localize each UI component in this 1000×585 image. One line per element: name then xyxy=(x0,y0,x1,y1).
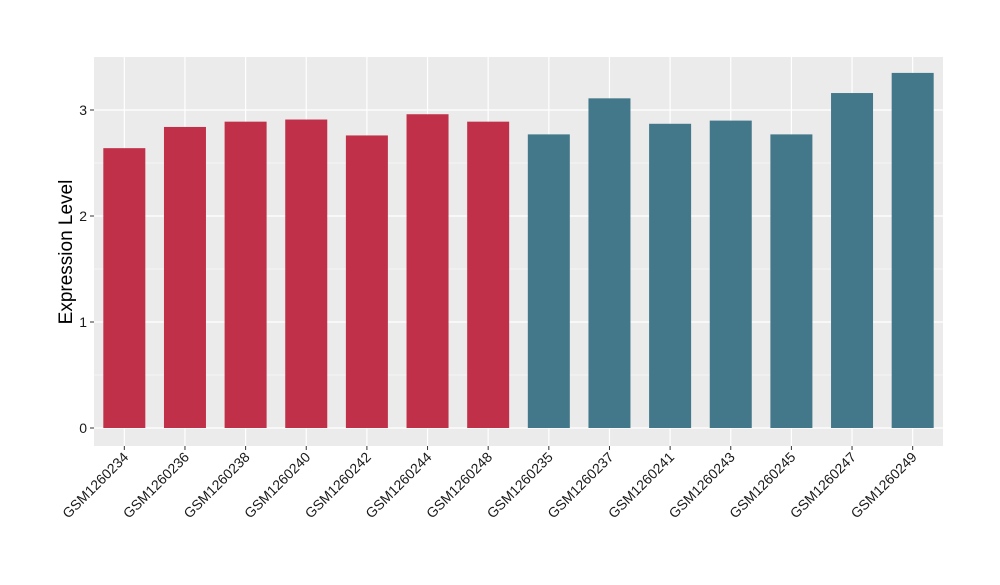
bar-gsm1260238 xyxy=(224,121,267,428)
bar-gsm1260234 xyxy=(103,148,146,428)
y-axis: 0 1 2 3 xyxy=(79,102,94,436)
bar-gsm1260249 xyxy=(891,72,934,429)
bar-gsm1260242 xyxy=(345,135,388,428)
bar-gsm1260236 xyxy=(163,126,206,429)
bar-gsm1260245 xyxy=(770,134,813,428)
y-axis-label: Expression Level xyxy=(56,180,77,325)
bars xyxy=(103,72,934,429)
bar-gsm1260237 xyxy=(588,98,631,428)
x-axis: GSM1260234GSM1260236GSM1260238GSM1260240… xyxy=(59,446,920,521)
plot-panel xyxy=(94,57,943,446)
bar-gsm1260248 xyxy=(467,121,510,428)
y-tick-label: 0 xyxy=(79,420,87,436)
y-tick-label: 1 xyxy=(79,314,87,330)
bar-gsm1260243 xyxy=(709,120,752,428)
bar-gsm1260240 xyxy=(285,119,328,428)
bar-gsm1260241 xyxy=(649,123,692,428)
bar-gsm1260247 xyxy=(831,93,874,428)
bar-gsm1260235 xyxy=(527,134,570,428)
bar-gsm1260244 xyxy=(406,114,449,429)
y-tick-label: 3 xyxy=(79,102,87,118)
y-tick-label: 2 xyxy=(79,208,87,224)
